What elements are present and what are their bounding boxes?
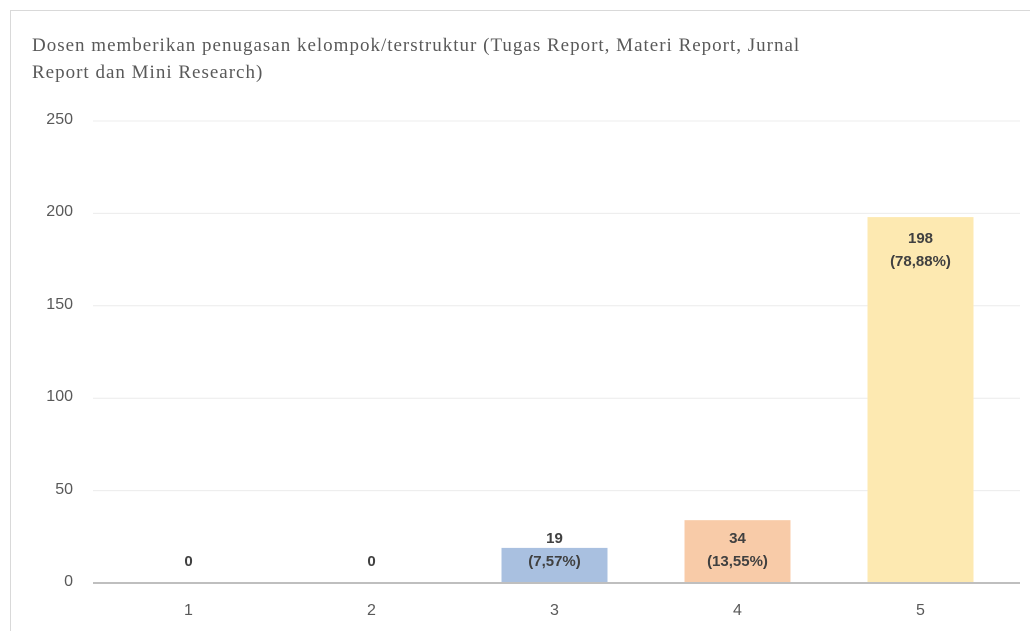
data-label: 34 (13,55%)	[707, 530, 768, 570]
y-tick-label: 0	[64, 573, 73, 590]
bar	[867, 217, 974, 583]
bar	[501, 547, 608, 583]
data-label: 19 (7,57%)	[528, 530, 581, 570]
y-tick-label: 200	[46, 203, 73, 221]
x-tick-label: 5	[916, 602, 925, 619]
y-tick-label: 50	[55, 480, 73, 498]
y-tick-label: 100	[46, 388, 73, 406]
y-tick-label: 150	[46, 295, 73, 313]
x-tick-label: 1	[184, 602, 193, 619]
bar	[684, 520, 791, 583]
data-label: 0	[367, 553, 376, 570]
x-tick-label: 4	[733, 602, 742, 619]
x-tick-label: 2	[367, 602, 376, 619]
data-label: 0	[184, 553, 193, 570]
y-tick-label: 250	[46, 111, 73, 128]
chart-title: Dosen memberikan penugasan kelompok/ters…	[32, 35, 801, 83]
x-tick-label: 3	[550, 602, 559, 619]
data-label: 198 (78,88%)	[890, 230, 951, 271]
chart-frame	[10, 10, 1030, 631]
